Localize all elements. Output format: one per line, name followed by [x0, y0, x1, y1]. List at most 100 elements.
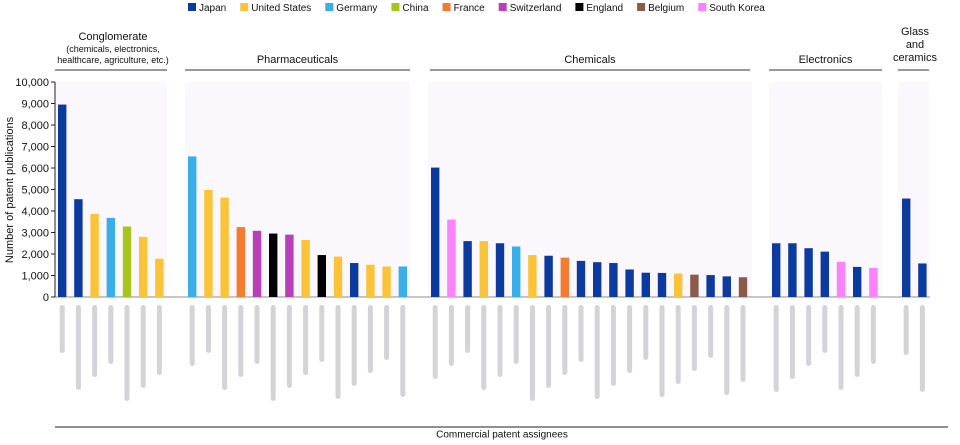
y-tick-label: 2,000 — [21, 249, 49, 261]
x-tick-label-blurred — [903, 305, 909, 355]
legend-label: England — [586, 3, 623, 14]
legend-item-united-states: United States — [240, 3, 311, 14]
x-tick-label-blurred — [870, 305, 876, 364]
legend-swatch — [391, 3, 400, 11]
bar-belgium — [690, 274, 699, 297]
bar-france — [560, 257, 569, 297]
bars — [58, 104, 927, 297]
bar-japan — [350, 263, 359, 297]
x-tick-label-blurred — [562, 305, 568, 375]
bar-japan — [772, 243, 781, 297]
bar-japan — [74, 199, 83, 297]
x-tick-label-blurred — [724, 305, 730, 395]
legend-label: Germany — [336, 3, 377, 14]
x-tick-label-blurred — [806, 305, 812, 366]
bar-japan — [609, 263, 618, 297]
legend-label: Switzerland — [510, 3, 562, 14]
x-tick-label-blurred — [140, 305, 146, 388]
bar-united-states — [90, 213, 99, 297]
bar-united-states — [220, 197, 229, 297]
y-tick-label: 8,000 — [21, 120, 49, 132]
x-tick-label-blurred — [675, 305, 681, 384]
x-tick-label-blurred — [594, 305, 600, 399]
x-tick-labels — [59, 305, 925, 401]
bar-united-states — [204, 189, 213, 297]
bar-france — [236, 227, 245, 297]
y-tick-label: 4,000 — [21, 206, 49, 218]
bar-united-states — [382, 266, 391, 297]
legend-item-france: France — [442, 3, 485, 14]
x-tick-label-blurred — [367, 305, 373, 373]
bar-united-states — [155, 258, 164, 297]
bar-china — [122, 226, 132, 297]
bar-united-states — [528, 255, 537, 297]
legend-item-england: England — [575, 3, 623, 14]
group-label: Pharmaceuticals — [257, 54, 339, 66]
x-tick-label-blurred — [432, 305, 438, 379]
bar-japan — [544, 255, 553, 297]
bar-switzerland — [285, 234, 294, 297]
bar-south-korea — [869, 267, 878, 297]
x-tick-label-blurred — [481, 305, 487, 390]
legend-label: South Korea — [709, 3, 765, 14]
x-tick-label-blurred — [156, 305, 162, 375]
x-tick-label-blurred — [465, 305, 471, 353]
x-tick-label-blurred — [319, 305, 325, 362]
x-tick-label-blurred — [546, 305, 552, 388]
x-tick-label-blurred — [854, 305, 860, 377]
legend-swatch — [637, 3, 646, 11]
bar-united-states — [301, 240, 310, 297]
x-tick-label-blurred — [189, 305, 195, 366]
bar-united-states — [139, 236, 148, 297]
x-tick-label-blurred — [222, 305, 228, 390]
x-tick-label-blurred — [335, 305, 341, 399]
y-tick-label: 5,000 — [21, 185, 49, 197]
group-panel-background — [185, 82, 410, 297]
x-tick-label-blurred — [822, 305, 828, 353]
bar-belgium — [738, 277, 748, 297]
bar-japan — [576, 260, 586, 297]
legend-swatch — [442, 3, 451, 11]
x-tick-label-blurred — [205, 305, 211, 353]
bar-japan — [902, 198, 911, 297]
y-tick-label: 9,000 — [21, 99, 49, 111]
x-tick-label-blurred — [740, 305, 746, 382]
y-tick-label: 10,000 — [15, 77, 49, 89]
group-panels: Conglomerate(chemicals, electronics,heal… — [55, 26, 937, 297]
legend-swatch — [575, 3, 584, 11]
y-axis: 0 1,000 2,000 3,000 4,000 5,000 6,000 7,000 8,00… — [15, 77, 930, 304]
x-tick-label-blurred — [627, 305, 633, 373]
bar-germany — [106, 217, 115, 297]
x-tick-label-blurred — [400, 305, 406, 397]
group-sublabel: (chemicals, electronics, — [66, 44, 160, 54]
group-label: Chemicals — [564, 54, 616, 66]
bar-japan — [593, 262, 602, 297]
legend-label: Belgium — [648, 3, 684, 14]
x-tick-label-blurred — [286, 305, 292, 388]
bar-united-states — [366, 264, 375, 297]
group-sublabel: ceramics — [893, 52, 938, 64]
bar-japan — [804, 248, 813, 297]
legend-label: Japan — [199, 3, 226, 14]
legend-item-japan: Japan — [188, 3, 226, 14]
chart-legend: Japan United States Germany China France Swit… — [188, 3, 765, 14]
bar-england — [269, 233, 278, 297]
group-label: Electronics — [799, 54, 853, 66]
x-tick-label-blurred — [691, 305, 697, 371]
y-tick-label: 7,000 — [21, 142, 49, 154]
x-tick-label-blurred — [838, 305, 844, 390]
x-tick-label-blurred — [59, 305, 65, 353]
bar-japan — [820, 251, 829, 297]
x-tick-label-blurred — [513, 305, 519, 364]
x-tick-label-blurred — [789, 305, 795, 379]
x-tick-label-blurred — [75, 305, 81, 390]
x-tick-label-blurred — [578, 305, 584, 362]
y-tick-label: 6,000 — [21, 163, 49, 175]
x-tick-label-blurred — [303, 305, 309, 375]
group-panel-background — [428, 82, 752, 297]
x-tick-label-blurred — [108, 305, 114, 364]
legend-item-germany: Germany — [325, 3, 377, 14]
bar-japan — [625, 269, 634, 297]
legend-item-switzerland: Switzerland — [498, 3, 562, 14]
legend-swatch — [325, 3, 334, 11]
